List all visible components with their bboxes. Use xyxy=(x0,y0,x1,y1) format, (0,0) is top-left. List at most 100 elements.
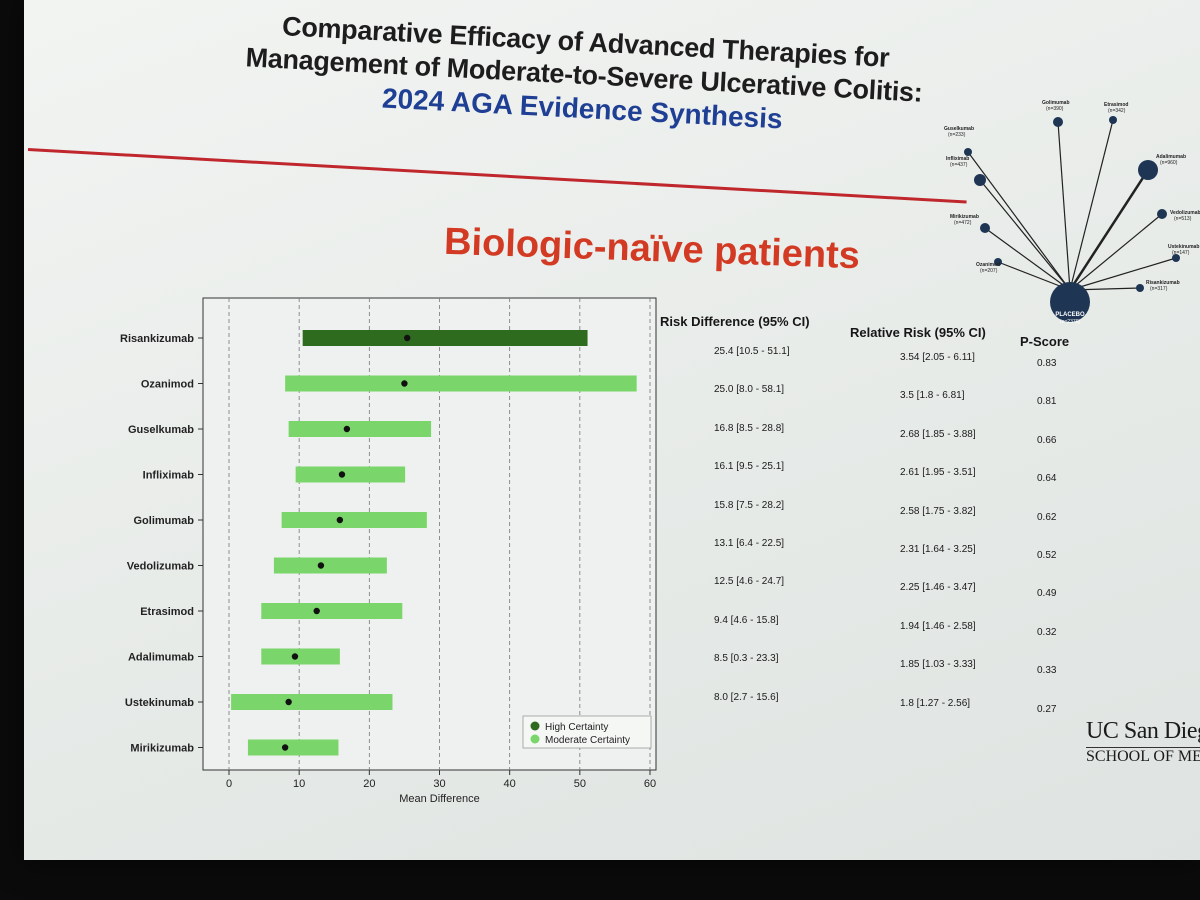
point-estimate xyxy=(404,334,411,342)
y-tick-label: Ustekinumab xyxy=(125,697,194,709)
network-edge xyxy=(1069,257,1177,291)
point-estimate xyxy=(338,471,346,478)
y-tick-label: Ozanimod xyxy=(141,379,194,391)
ci-bar xyxy=(247,739,339,756)
x-tick-label: 0 xyxy=(226,778,232,790)
network-node-label: Etrasimod xyxy=(1104,102,1128,108)
y-tick-label: Vedolizumab xyxy=(127,561,195,573)
network-edge xyxy=(1057,121,1071,291)
y-tick-label: Adalimumab xyxy=(128,652,194,664)
table-cell-rd: 13.1 [6.4 - 22.5] xyxy=(714,538,785,549)
ci-bar xyxy=(285,375,637,392)
network-node-label: Adalimumab xyxy=(1156,154,1186,160)
legend-marker xyxy=(530,734,540,744)
network-edge xyxy=(1069,213,1163,291)
network-node xyxy=(1053,117,1063,127)
network-center-count: (n=2376) xyxy=(1060,319,1080,325)
network-edge xyxy=(979,179,1071,291)
ucsd-logo: UC San Diego SCHOOL OF MEDICINE xyxy=(1086,718,1200,766)
table-cell-rr: 2.68 [1.85 - 3.88] xyxy=(900,428,976,440)
header-relative-risk: Relative Risk (95% CI) xyxy=(850,325,986,340)
point-estimate xyxy=(317,562,325,569)
table-cell-rd: 25.4 [10.5 - 51.1] xyxy=(714,346,790,357)
header-p-score: P-Score xyxy=(1020,334,1070,349)
ci-bar xyxy=(273,557,387,574)
network-node-label: Ustekinumab xyxy=(1168,244,1199,250)
point-estimate xyxy=(313,607,320,615)
ci-bar xyxy=(261,603,403,619)
y-tick-label: Guselkumab xyxy=(128,424,194,436)
network-node xyxy=(1157,209,1167,219)
y-tick-label: Etrasimod xyxy=(140,606,194,618)
table-cell-rr: 3.5 [1.8 - 6.81] xyxy=(900,390,965,402)
network-node-count: (n=233) xyxy=(948,132,966,138)
table-cell-rd: 16.8 [8.5 - 28.8] xyxy=(714,422,785,434)
table-cell-p: 0.64 xyxy=(1037,473,1057,485)
table-cell-p: 0.32 xyxy=(1037,626,1057,638)
point-estimate xyxy=(343,425,351,433)
x-tick-label: 60 xyxy=(644,778,656,790)
results-table: Risk Difference (95% CI) Relative Risk (… xyxy=(24,0,1200,860)
network-node-count: (n=437) xyxy=(950,162,968,168)
legend-box xyxy=(522,715,652,749)
network-node xyxy=(1138,160,1158,180)
ci-bar xyxy=(281,512,427,528)
network-node-label: Infliximab xyxy=(946,156,969,162)
network-edge xyxy=(1069,119,1114,291)
table-cell-p: 0.33 xyxy=(1037,665,1057,677)
table-cell-p: 0.49 xyxy=(1037,588,1057,600)
network-node xyxy=(964,148,972,156)
network-edge xyxy=(1068,169,1150,291)
table-cell-rr: 2.31 [1.64 - 3.25] xyxy=(900,544,976,555)
table-cell-rr: 1.8 [1.27 - 2.56] xyxy=(900,697,971,709)
table-cell-p: 0.81 xyxy=(1037,396,1057,408)
point-estimate xyxy=(281,744,289,751)
ci-bar xyxy=(261,648,340,665)
network-node-count: (n=960) xyxy=(1160,160,1178,166)
table-cell-rr: 1.94 [1.46 - 2.58] xyxy=(900,620,976,632)
y-tick-label: Mirikizumab xyxy=(130,743,194,755)
x-axis-label: Mean Difference xyxy=(399,793,480,805)
table-cell-p: 0.66 xyxy=(1037,434,1057,446)
x-tick-label: 50 xyxy=(574,778,586,790)
network-node xyxy=(1172,254,1180,262)
point-estimate xyxy=(285,698,292,706)
network-node-label: Ozanimod xyxy=(976,262,1000,268)
network-node xyxy=(994,258,1002,266)
legend-label: High Certainty xyxy=(545,722,608,733)
table-cell-rr: 2.58 [1.75 - 3.82] xyxy=(900,505,976,517)
network-node-label: Vedolizumab xyxy=(1170,210,1200,216)
table-cell-p: 0.27 xyxy=(1037,703,1057,715)
ci-bar xyxy=(231,694,393,710)
ci-bar xyxy=(302,330,588,346)
table-cell-p: 0.52 xyxy=(1037,550,1057,561)
point-estimate xyxy=(291,653,299,660)
table-cell-rd: 8.5 [0.3 - 23.3] xyxy=(714,653,779,665)
network-node-count: (n=147) xyxy=(1172,250,1190,256)
network-node-count: (n=207) xyxy=(980,268,998,274)
x-tick-label: 30 xyxy=(433,778,445,790)
table-cell-rr: 1.85 [1.03 - 3.33] xyxy=(900,659,976,671)
point-estimate xyxy=(336,516,344,524)
table-cell-rd: 25.0 [8.0 - 58.1] xyxy=(714,384,785,396)
network-edge xyxy=(967,151,1071,291)
table-cell-rr: 2.61 [1.95 - 3.51] xyxy=(900,467,976,479)
table-cell-rd: 8.0 [2.7 - 15.6] xyxy=(714,691,779,703)
logo-line-2: SCHOOL OF MEDICINE xyxy=(1086,748,1200,765)
network-node xyxy=(980,223,990,233)
network-node-count: (n=390) xyxy=(1046,106,1064,112)
table-cell-rr: 3.54 [2.05 - 6.11] xyxy=(900,352,975,363)
ci-bar xyxy=(295,466,406,483)
x-tick-label: 20 xyxy=(363,778,375,790)
network-edge xyxy=(997,261,1071,291)
table-cell-rr: 2.25 [1.46 - 3.47] xyxy=(900,582,976,594)
table-cell-rd: 16.1 [9.5 - 25.1] xyxy=(714,461,785,473)
table-cell-rd: 9.4 [4.6 - 15.8] xyxy=(714,614,779,626)
network-center-label: PLACEBO xyxy=(1055,312,1085,318)
legend-marker xyxy=(530,721,540,731)
table-cell-rd: 12.5 [4.6 - 24.7] xyxy=(714,576,785,588)
x-tick-label: 10 xyxy=(293,778,305,790)
network-node-count: (n=317) xyxy=(1150,286,1168,292)
legend-label: Moderate Certainty xyxy=(545,735,630,746)
